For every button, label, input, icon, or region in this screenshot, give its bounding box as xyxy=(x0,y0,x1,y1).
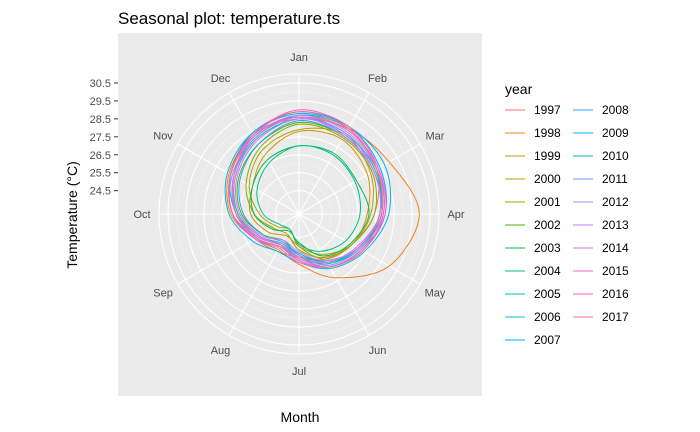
legend-label-2015: 2015 xyxy=(602,264,629,278)
legend-label-2003: 2003 xyxy=(534,241,561,255)
y-tick-label: 26.5 xyxy=(90,150,111,162)
y-tick-label: 28.5 xyxy=(90,114,111,126)
y-tick-labels: 24.5 25.5 26.5 27.5 28.5 29.5 30.5 xyxy=(90,78,118,198)
y-tick-label: 27.5 xyxy=(90,132,111,144)
month-label: Sep xyxy=(153,288,173,300)
month-label: Mar xyxy=(425,131,444,143)
legend: year 1997 1998 1999 2000 2001 2002 2003 2004 200… xyxy=(505,81,629,347)
legend-label-2016: 2016 xyxy=(602,287,629,301)
month-tick-labels: Jan Feb Mar Apr May Jun Jul Aug Sep Oct Nov Dec xyxy=(133,52,464,378)
month-label: May xyxy=(425,288,446,300)
y-tick-label: 30.5 xyxy=(90,78,111,90)
legend-label-1999: 1999 xyxy=(534,149,561,163)
y-axis-title: Temperature (°C) xyxy=(64,161,80,269)
grid-spoke xyxy=(228,92,300,215)
legend-label-2008: 2008 xyxy=(602,103,629,117)
y-tick-label: 29.5 xyxy=(90,96,111,108)
month-label: Feb xyxy=(368,73,387,85)
legend-label-2014: 2014 xyxy=(602,241,629,255)
legend-label-2012: 2012 xyxy=(602,195,629,209)
x-axis-title: Month xyxy=(281,409,320,425)
chart-title: Seasonal plot: temperature.ts xyxy=(118,9,340,28)
series-line-2003 xyxy=(250,145,370,257)
y-tick-label: 25.5 xyxy=(90,168,111,180)
month-label: Apr xyxy=(447,209,464,221)
month-label: Oct xyxy=(133,209,150,221)
series-line-1998 xyxy=(226,118,420,279)
legend-label-2010: 2010 xyxy=(602,149,629,163)
series-line-2016 xyxy=(231,109,385,268)
legend-title: year xyxy=(505,81,533,97)
legend-label-2007: 2007 xyxy=(534,333,561,347)
legend-label-2011: 2011 xyxy=(602,172,628,186)
legend-label-2001: 2001 xyxy=(534,195,561,209)
legend-label-2017: 2017 xyxy=(602,310,629,324)
legend-label-1998: 1998 xyxy=(534,126,561,140)
month-label: Jan xyxy=(290,52,308,64)
grid-spoke xyxy=(298,213,370,336)
legend-label-2000: 2000 xyxy=(534,172,561,186)
grid-spoke xyxy=(298,143,421,215)
series-line-2000 xyxy=(248,127,374,260)
month-label: Jul xyxy=(292,366,306,378)
y-tick-label: 24.5 xyxy=(90,186,111,198)
series-line-2001 xyxy=(245,123,378,259)
grid-spoke xyxy=(177,213,300,285)
month-label: Jun xyxy=(369,345,387,357)
legend-label-2004: 2004 xyxy=(534,264,561,278)
legend-label-1997: 1997 xyxy=(534,103,561,117)
month-label: Dec xyxy=(211,73,231,85)
month-label: Aug xyxy=(211,345,231,357)
legend-label-2009: 2009 xyxy=(602,126,629,140)
legend-label-2006: 2006 xyxy=(534,310,561,324)
legend-label-2013: 2013 xyxy=(602,218,629,232)
legend-label-2005: 2005 xyxy=(534,287,561,301)
series-line-2014 xyxy=(232,116,382,264)
series-line-2017 xyxy=(228,111,384,268)
legend-label-2002: 2002 xyxy=(534,218,561,232)
series-lines xyxy=(224,109,420,279)
month-label: Nov xyxy=(153,131,173,143)
series-line-2004 xyxy=(256,145,362,252)
